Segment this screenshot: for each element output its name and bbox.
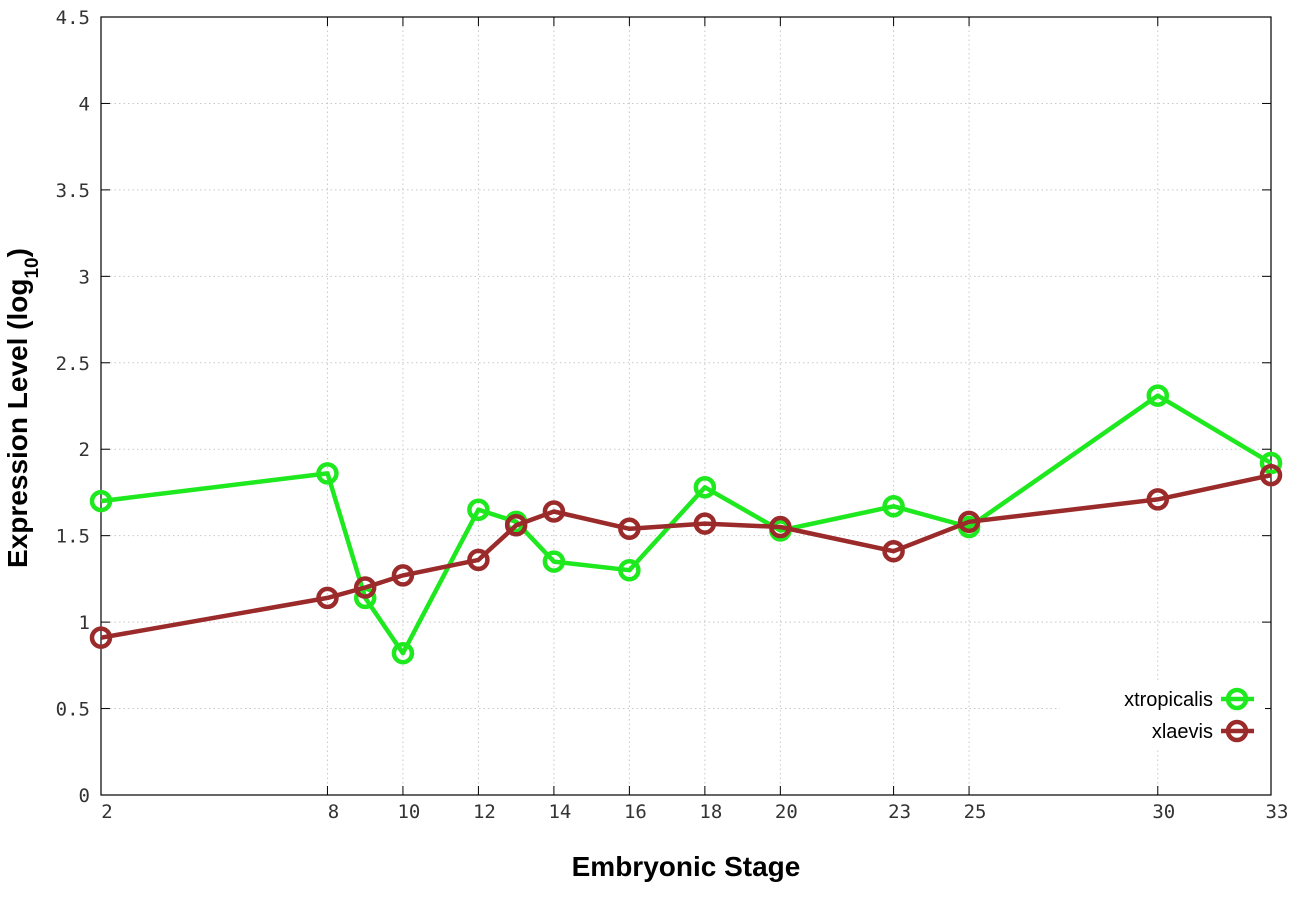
x-axis-title: Embryonic Stage [572, 851, 801, 882]
legend-swatch-marker [1225, 719, 1249, 743]
x-tick-label: 14 [548, 801, 571, 823]
data-point [391, 564, 415, 587]
y-tick-labels: 0 0.5 1 1.5 2 2.5 3 3.5 4 4.5 [56, 7, 90, 807]
y-tick-label: 2.5 [56, 353, 90, 375]
x-tick-label: 20 [775, 801, 798, 823]
data-point [769, 515, 792, 539]
x-tick-label: 12 [473, 801, 496, 823]
x-tick-label: 10 [397, 801, 420, 823]
y-axis-title-subscript: 10 [22, 257, 43, 278]
y-tick-label: 2 [79, 439, 90, 461]
y-axis-title: Expression Level (log10) [2, 248, 43, 568]
data-point [391, 641, 415, 665]
data-point [1146, 488, 1170, 511]
data-point [693, 512, 717, 535]
x-tick-labels: 2 8 10 12 14 16 18 20 23 25 30 33 [101, 801, 1288, 823]
data-point [693, 476, 717, 499]
y-tick-label: 1.5 [56, 526, 90, 548]
data-point [618, 517, 641, 541]
legend-item-xtropicalis: xtropicalis [1124, 687, 1254, 711]
y-tick-label: 4 [79, 93, 90, 115]
series-line [100, 472, 1272, 640]
y-tick-label: 3 [79, 266, 90, 288]
legend-item-xlaevis: xlaevis [1152, 719, 1254, 743]
data-point [882, 539, 905, 563]
data-point [89, 489, 113, 513]
x-tick-label: 8 [328, 801, 339, 823]
x-tick-label: 18 [699, 801, 722, 823]
x-tick-label: 16 [624, 801, 647, 823]
data-point [1259, 463, 1283, 487]
data-point [618, 558, 641, 582]
plot-frame [100, 16, 1272, 796]
data-point [353, 576, 377, 599]
legend: xtropicalis xlaevis [1060, 680, 1265, 750]
x-tick-label: 33 [1266, 801, 1289, 823]
data-point [316, 462, 339, 485]
data-point [542, 550, 566, 573]
y-axis-title-close: ) [2, 248, 33, 257]
data-point [316, 586, 339, 610]
legend-swatch-marker [1225, 687, 1249, 711]
grid-lines [101, 17, 1271, 795]
legend-label: xlaevis [1152, 721, 1213, 743]
x-tick-label: 25 [964, 801, 987, 823]
x-tick-label: 30 [1152, 801, 1175, 823]
data-point [467, 498, 490, 521]
legend-label: xtropicalis [1124, 689, 1213, 711]
data-point [1259, 451, 1283, 475]
y-tick-label: 3.5 [56, 180, 90, 202]
axis-ticks [100, 16, 1272, 796]
series-xtropicalis [89, 384, 1283, 665]
y-tick-label: 4.5 [56, 7, 90, 29]
data-point [504, 514, 528, 537]
data-point [1146, 384, 1170, 407]
y-tick-label: 0.5 [56, 699, 90, 721]
data-point [89, 626, 113, 649]
x-tick-label: 2 [101, 801, 112, 823]
y-tick-label: 0 [79, 785, 90, 807]
data-point [957, 510, 981, 534]
data-point [882, 495, 905, 518]
y-axis-title-main: Expression Level (log [2, 279, 33, 568]
data-point [467, 548, 490, 572]
y-tick-label: 1 [79, 612, 90, 634]
series-group [89, 384, 1283, 665]
series-xlaevis [89, 463, 1283, 649]
data-point [542, 500, 566, 523]
x-tick-label: 23 [888, 801, 911, 823]
